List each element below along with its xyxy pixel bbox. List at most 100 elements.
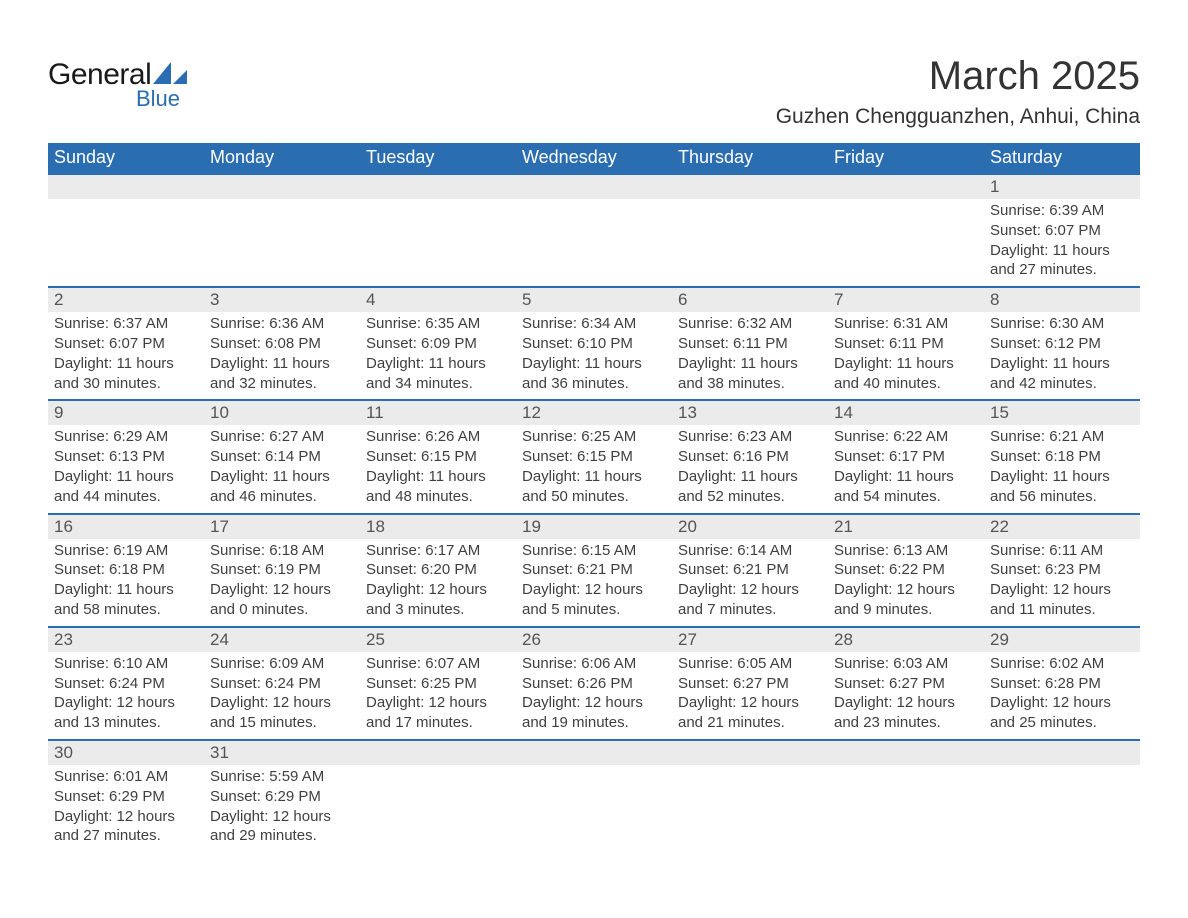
day-number <box>360 174 516 199</box>
weekday-header: Monday <box>204 143 360 174</box>
day-detail-cell: Sunrise: 6:27 AMSunset: 6:14 PMDaylight:… <box>204 425 360 513</box>
day-number: 8 <box>984 287 1140 312</box>
day-number: 29 <box>984 627 1140 652</box>
daylight-text: and 48 minutes. <box>366 487 510 507</box>
day-detail-cell: Sunrise: 6:09 AMSunset: 6:24 PMDaylight:… <box>204 652 360 740</box>
day-number: 20 <box>672 514 828 539</box>
sunrise-text: Sunrise: 6:03 AM <box>834 654 978 674</box>
daylight-text: and 42 minutes. <box>990 374 1134 394</box>
sunset-text: Sunset: 6:19 PM <box>210 560 354 580</box>
day-number: 5 <box>516 287 672 312</box>
daylight-text: and 29 minutes. <box>210 826 354 846</box>
daylight-text: Daylight: 11 hours <box>54 354 198 374</box>
day-number <box>984 740 1140 765</box>
daylight-text: Daylight: 11 hours <box>366 354 510 374</box>
day-number-row: 2345678 <box>48 287 1140 312</box>
weekday-header: Saturday <box>984 143 1140 174</box>
sunset-text: Sunset: 6:07 PM <box>990 221 1134 241</box>
sunrise-text: Sunrise: 6:18 AM <box>210 541 354 561</box>
weekday-header: Wednesday <box>516 143 672 174</box>
day-detail-cell: Sunrise: 6:36 AMSunset: 6:08 PMDaylight:… <box>204 312 360 400</box>
day-number <box>828 740 984 765</box>
day-number: 10 <box>204 400 360 425</box>
day-detail-cell: Sunrise: 6:07 AMSunset: 6:25 PMDaylight:… <box>360 652 516 740</box>
day-number: 9 <box>48 400 204 425</box>
day-detail-cell <box>360 199 516 287</box>
sunrise-text: Sunrise: 6:36 AM <box>210 314 354 334</box>
day-detail-cell: Sunrise: 5:59 AMSunset: 6:29 PMDaylight:… <box>204 765 360 852</box>
day-detail-cell: Sunrise: 6:02 AMSunset: 6:28 PMDaylight:… <box>984 652 1140 740</box>
day-detail-cell: Sunrise: 6:01 AMSunset: 6:29 PMDaylight:… <box>48 765 204 852</box>
day-number: 3 <box>204 287 360 312</box>
title-block: March 2025 Guzhen Chengguanzhen, Anhui, … <box>776 30 1140 139</box>
sunset-text: Sunset: 6:09 PM <box>366 334 510 354</box>
sunrise-text: Sunrise: 6:13 AM <box>834 541 978 561</box>
day-detail-cell: Sunrise: 6:25 AMSunset: 6:15 PMDaylight:… <box>516 425 672 513</box>
day-number <box>204 174 360 199</box>
daylight-text: Daylight: 12 hours <box>210 693 354 713</box>
day-number: 1 <box>984 174 1140 199</box>
sunset-text: Sunset: 6:21 PM <box>678 560 822 580</box>
daylight-text: Daylight: 11 hours <box>54 467 198 487</box>
daylight-text: Daylight: 12 hours <box>522 580 666 600</box>
daylight-text: Daylight: 12 hours <box>210 580 354 600</box>
weekday-header: Tuesday <box>360 143 516 174</box>
day-detail-cell <box>828 765 984 852</box>
sunset-text: Sunset: 6:17 PM <box>834 447 978 467</box>
day-detail-row: Sunrise: 6:10 AMSunset: 6:24 PMDaylight:… <box>48 652 1140 740</box>
sunset-text: Sunset: 6:24 PM <box>210 674 354 694</box>
day-detail-cell <box>672 765 828 852</box>
sunrise-text: Sunrise: 6:19 AM <box>54 541 198 561</box>
daylight-text: and 40 minutes. <box>834 374 978 394</box>
day-detail-cell <box>48 199 204 287</box>
day-detail-cell <box>516 765 672 852</box>
sunset-text: Sunset: 6:18 PM <box>990 447 1134 467</box>
sunset-text: Sunset: 6:11 PM <box>834 334 978 354</box>
daylight-text: Daylight: 11 hours <box>366 467 510 487</box>
sunrise-text: Sunrise: 6:06 AM <box>522 654 666 674</box>
day-detail-cell: Sunrise: 6:14 AMSunset: 6:21 PMDaylight:… <box>672 539 828 627</box>
daylight-text: and 54 minutes. <box>834 487 978 507</box>
day-detail-cell: Sunrise: 6:18 AMSunset: 6:19 PMDaylight:… <box>204 539 360 627</box>
day-detail-row: Sunrise: 6:37 AMSunset: 6:07 PMDaylight:… <box>48 312 1140 400</box>
sunrise-text: Sunrise: 6:07 AM <box>366 654 510 674</box>
day-number: 21 <box>828 514 984 539</box>
day-number <box>516 740 672 765</box>
day-detail-cell: Sunrise: 6:10 AMSunset: 6:24 PMDaylight:… <box>48 652 204 740</box>
location-line: Guzhen Chengguanzhen, Anhui, China <box>776 105 1140 129</box>
sunset-text: Sunset: 6:18 PM <box>54 560 198 580</box>
sunrise-text: Sunrise: 6:39 AM <box>990 201 1134 221</box>
daylight-text: Daylight: 12 hours <box>366 693 510 713</box>
sunrise-text: Sunrise: 6:15 AM <box>522 541 666 561</box>
daylight-text: and 17 minutes. <box>366 713 510 733</box>
daylight-text: and 50 minutes. <box>522 487 666 507</box>
day-detail-cell: Sunrise: 6:23 AMSunset: 6:16 PMDaylight:… <box>672 425 828 513</box>
day-number: 16 <box>48 514 204 539</box>
daylight-text: Daylight: 12 hours <box>210 807 354 827</box>
day-number: 15 <box>984 400 1140 425</box>
sunset-text: Sunset: 6:14 PM <box>210 447 354 467</box>
day-number-row: 16171819202122 <box>48 514 1140 539</box>
daylight-text: and 52 minutes. <box>678 487 822 507</box>
day-detail-row: Sunrise: 6:29 AMSunset: 6:13 PMDaylight:… <box>48 425 1140 513</box>
day-number: 22 <box>984 514 1140 539</box>
sunrise-text: Sunrise: 6:21 AM <box>990 427 1134 447</box>
sunrise-text: Sunrise: 6:10 AM <box>54 654 198 674</box>
sunset-text: Sunset: 6:25 PM <box>366 674 510 694</box>
page-header: General Blue March 2025 Guzhen Chengguan… <box>48 30 1140 139</box>
daylight-text: Daylight: 12 hours <box>834 580 978 600</box>
day-number: 4 <box>360 287 516 312</box>
sunset-text: Sunset: 6:12 PM <box>990 334 1134 354</box>
day-detail-cell <box>360 765 516 852</box>
sunset-text: Sunset: 6:27 PM <box>834 674 978 694</box>
day-number-row: 23242526272829 <box>48 627 1140 652</box>
day-detail-cell: Sunrise: 6:11 AMSunset: 6:23 PMDaylight:… <box>984 539 1140 627</box>
sunset-text: Sunset: 6:28 PM <box>990 674 1134 694</box>
daylight-text: and 23 minutes. <box>834 713 978 733</box>
sunrise-text: Sunrise: 6:26 AM <box>366 427 510 447</box>
daylight-text: Daylight: 12 hours <box>990 693 1134 713</box>
sunset-text: Sunset: 6:21 PM <box>522 560 666 580</box>
daylight-text: Daylight: 11 hours <box>678 354 822 374</box>
daylight-text: and 44 minutes. <box>54 487 198 507</box>
day-number <box>48 174 204 199</box>
